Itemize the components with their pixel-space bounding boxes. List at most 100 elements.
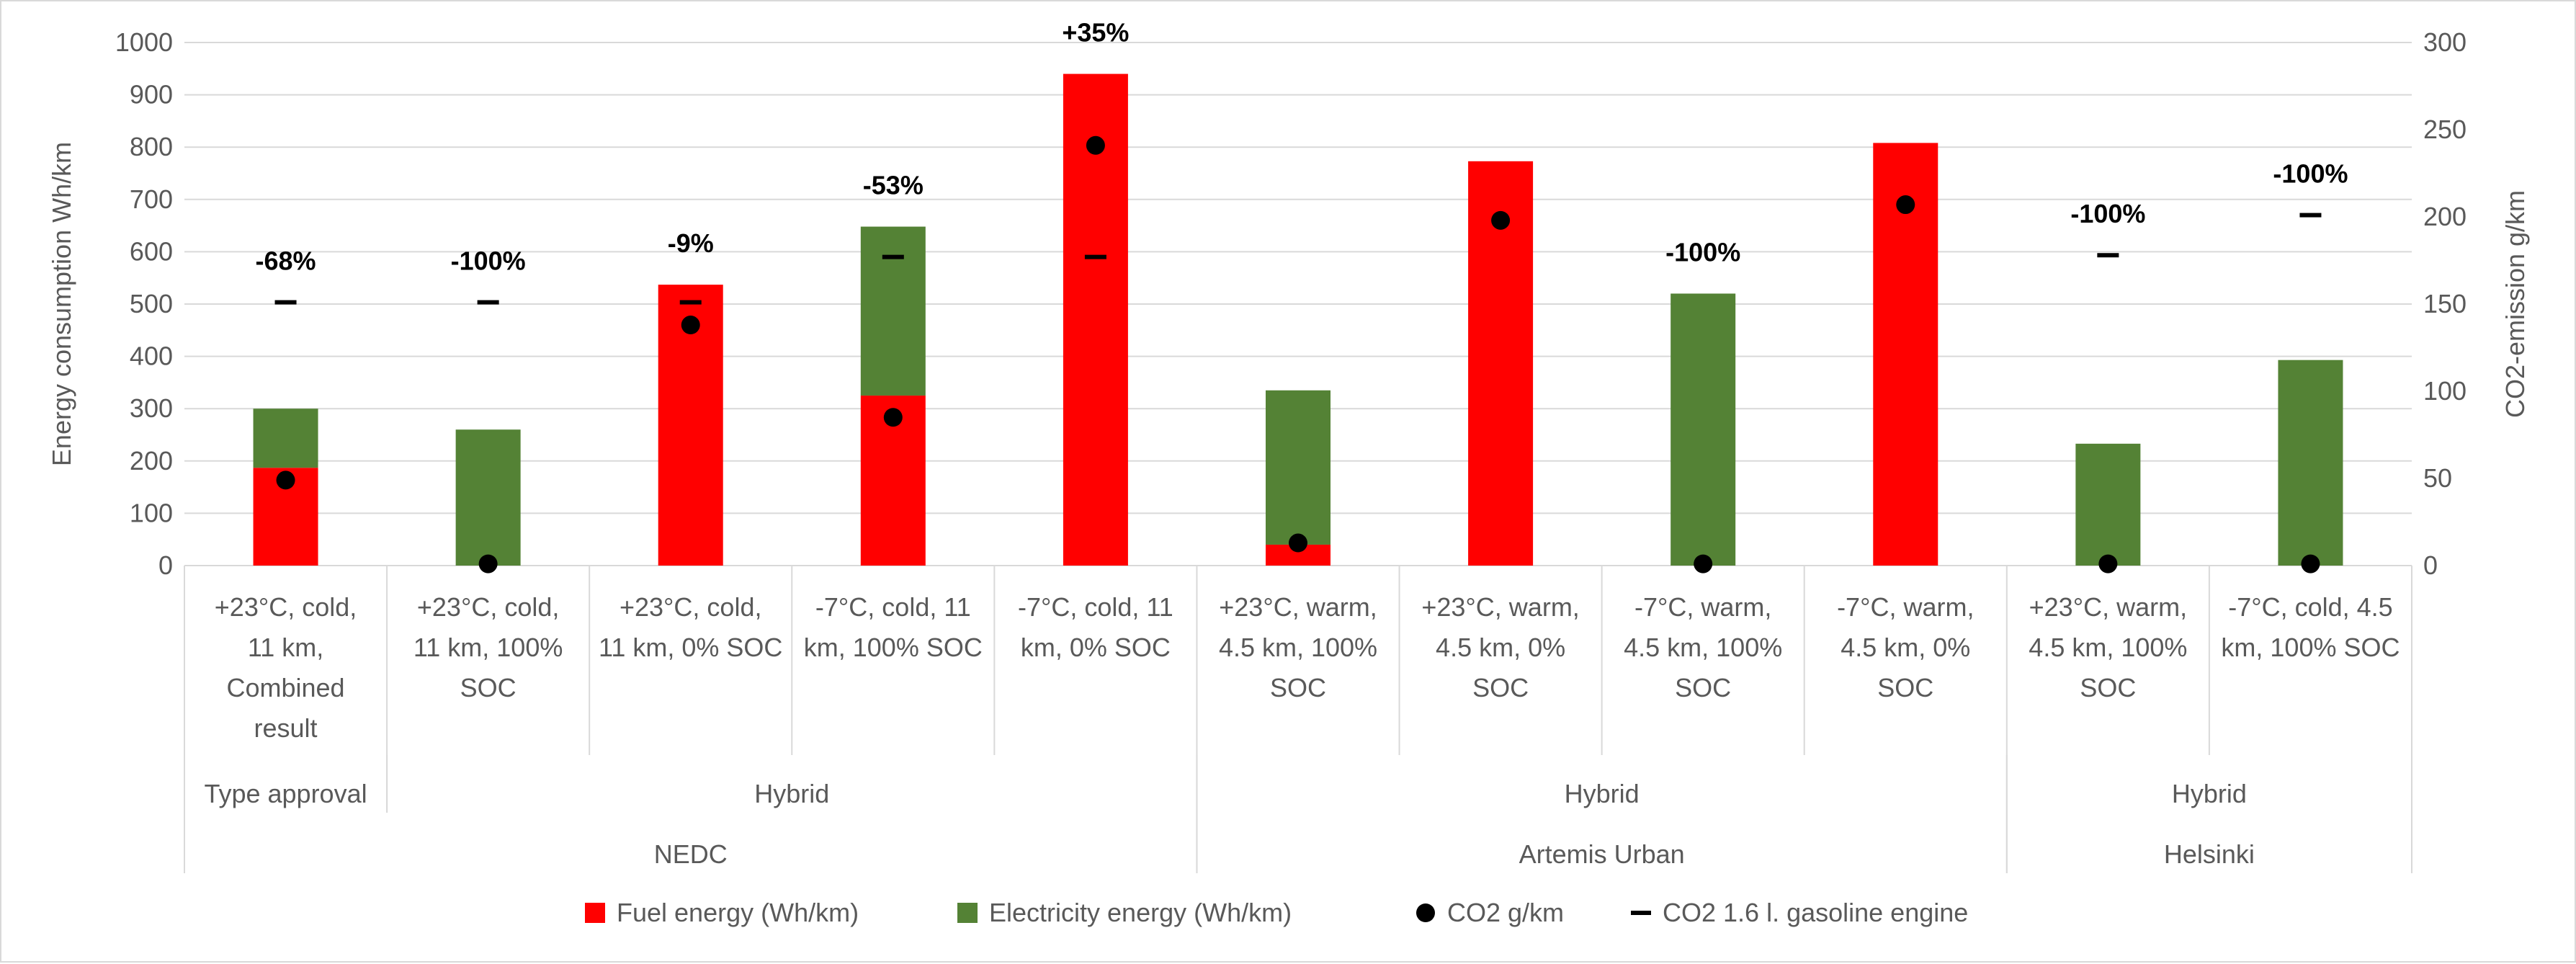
legend-label: CO2 1.6 l. gasoline engine xyxy=(1663,898,1968,927)
marker-co2-gasoline xyxy=(1084,254,1106,259)
bar-electricity-energy xyxy=(2278,360,2343,566)
marker-co2-gasoline xyxy=(2299,213,2322,218)
category-tick-label: +23°C, warm, xyxy=(1421,592,1579,622)
y-left-tick-label: 200 xyxy=(130,446,173,476)
y-left-tick-label: 800 xyxy=(130,132,173,161)
y-left-tick-label: 0 xyxy=(158,550,173,580)
annotation-label: -100% xyxy=(2273,159,2348,189)
group-level1-label: Hybrid xyxy=(2172,779,2247,808)
marker-co2 xyxy=(1086,135,1105,155)
group-level1-label: Hybrid xyxy=(754,779,829,808)
y-right-tick-label: 100 xyxy=(2423,376,2467,406)
marker-co2 xyxy=(478,554,498,574)
marker-co2 xyxy=(1694,554,1713,574)
y-right-tick-label: 0 xyxy=(2423,550,2438,580)
category-tick-label: -7°C, cold, 4.5 xyxy=(2228,592,2393,622)
category-tick-label: 11 km, 100% xyxy=(413,633,563,662)
legend-swatch xyxy=(1631,911,1651,915)
category-tick-label: +23°C, cold, xyxy=(417,592,560,622)
marker-co2 xyxy=(276,470,295,490)
category-tick-label: +23°C, cold, xyxy=(620,592,762,622)
category-tick-label: +23°C, warm, xyxy=(1219,592,1377,622)
y-right-tick-label: 150 xyxy=(2423,289,2467,318)
marker-co2 xyxy=(2098,554,2118,574)
marker-co2 xyxy=(1289,533,1307,553)
y-right-tick-label: 50 xyxy=(2423,463,2452,493)
y-left-tick-label: 700 xyxy=(130,184,173,214)
category-tick-label: 11 km, 0% SOC xyxy=(599,633,782,662)
y-left-tick-label: 1000 xyxy=(115,27,173,57)
bar-electricity-energy xyxy=(253,409,318,468)
marker-co2 xyxy=(681,316,700,335)
category-tick-label: 11 km, xyxy=(248,633,323,662)
y-right-tick-label: 300 xyxy=(2423,27,2467,57)
y-left-axis-title: Energy consumption Wh/km xyxy=(47,142,76,466)
y-left-tick-label: 100 xyxy=(130,498,173,527)
category-tick-label: SOC xyxy=(460,673,516,702)
group-level1-label: Type approval xyxy=(204,779,367,808)
marker-co2-gasoline xyxy=(882,254,904,259)
marker-co2 xyxy=(1491,210,1511,230)
category-tick-label: km, 0% SOC xyxy=(1021,633,1171,662)
category-tick-label: SOC xyxy=(2080,673,2136,702)
annotation-label: +35% xyxy=(1062,18,1129,48)
annotation-label: -100% xyxy=(2070,199,2145,228)
group-level1-label: Hybrid xyxy=(1565,779,1640,808)
category-tick-label: +23°C, warm, xyxy=(2029,592,2187,622)
annotation-label: -100% xyxy=(1665,237,1740,267)
category-tick-label: km, 100% SOC xyxy=(2221,633,2400,662)
marker-co2-gasoline xyxy=(477,300,499,305)
bar-electricity-energy xyxy=(1671,293,1736,566)
y-right-tick-label: 200 xyxy=(2423,202,2467,231)
annotation-label: -68% xyxy=(256,246,316,276)
category-tick-label: SOC xyxy=(1472,673,1529,702)
y-left-tick-label: 900 xyxy=(130,80,173,110)
group-level2-label: Artemis Urban xyxy=(1519,839,1685,869)
category-tick-label: 4.5 km, 100% xyxy=(1624,633,1782,662)
marker-co2-gasoline xyxy=(274,300,297,305)
legend-label: Electricity energy (Wh/km) xyxy=(989,898,1292,927)
category-tick-label: Combined xyxy=(226,673,344,702)
y-left-tick-label: 400 xyxy=(130,342,173,371)
category-tick-label: 4.5 km, 100% xyxy=(2029,633,2187,662)
y-left-tick-label: 600 xyxy=(130,236,173,266)
bar-electricity-energy xyxy=(2075,443,2141,566)
bar-electricity-energy xyxy=(1266,390,1331,545)
marker-co2-gasoline xyxy=(2097,253,2119,258)
category-tick-label: -7°C, warm, xyxy=(1837,592,1974,622)
y-left-tick-label: 500 xyxy=(130,289,173,318)
marker-co2 xyxy=(1896,195,1915,215)
legend-swatch xyxy=(957,903,978,923)
category-tick-label: SOC xyxy=(1877,673,1933,702)
annotation-label: -100% xyxy=(451,246,526,276)
category-tick-label: 4.5 km, 0% xyxy=(1841,633,1970,662)
bar-electricity-energy xyxy=(860,226,926,396)
y-right-axis-title: CO2-emission g/km xyxy=(2500,190,2530,418)
category-tick-label: km, 100% SOC xyxy=(804,633,983,662)
category-tick-label: result xyxy=(254,713,318,743)
category-tick-label: +23°C, cold, xyxy=(215,592,357,622)
category-tick-label: 4.5 km, 100% xyxy=(1219,633,1377,662)
category-tick-label: -7°C, cold, 11 xyxy=(1018,592,1173,622)
legend-label: Fuel energy (Wh/km) xyxy=(617,898,859,927)
y-right-tick-label: 250 xyxy=(2423,115,2467,144)
category-tick-label: 4.5 km, 0% xyxy=(1436,633,1565,662)
category-tick-label: SOC xyxy=(1675,673,1731,702)
category-tick-label: -7°C, cold, 11 xyxy=(815,592,971,622)
annotation-label: -53% xyxy=(863,171,923,200)
bar-electricity-energy xyxy=(455,429,521,566)
bar-fuel-energy xyxy=(1063,73,1128,566)
y-left-tick-label: 300 xyxy=(130,393,173,423)
marker-co2 xyxy=(883,408,903,427)
annotation-label: -9% xyxy=(668,228,714,258)
marker-co2-gasoline xyxy=(679,300,702,305)
legend-swatch xyxy=(585,903,605,923)
legend-swatch xyxy=(1416,903,1435,922)
group-level2-label: Helsinki xyxy=(2164,839,2255,869)
group-level2-label: NEDC xyxy=(654,839,728,869)
category-tick-label: -7°C, warm, xyxy=(1634,592,1771,622)
marker-co2 xyxy=(2301,554,2320,574)
category-tick-label: SOC xyxy=(1270,673,1326,702)
